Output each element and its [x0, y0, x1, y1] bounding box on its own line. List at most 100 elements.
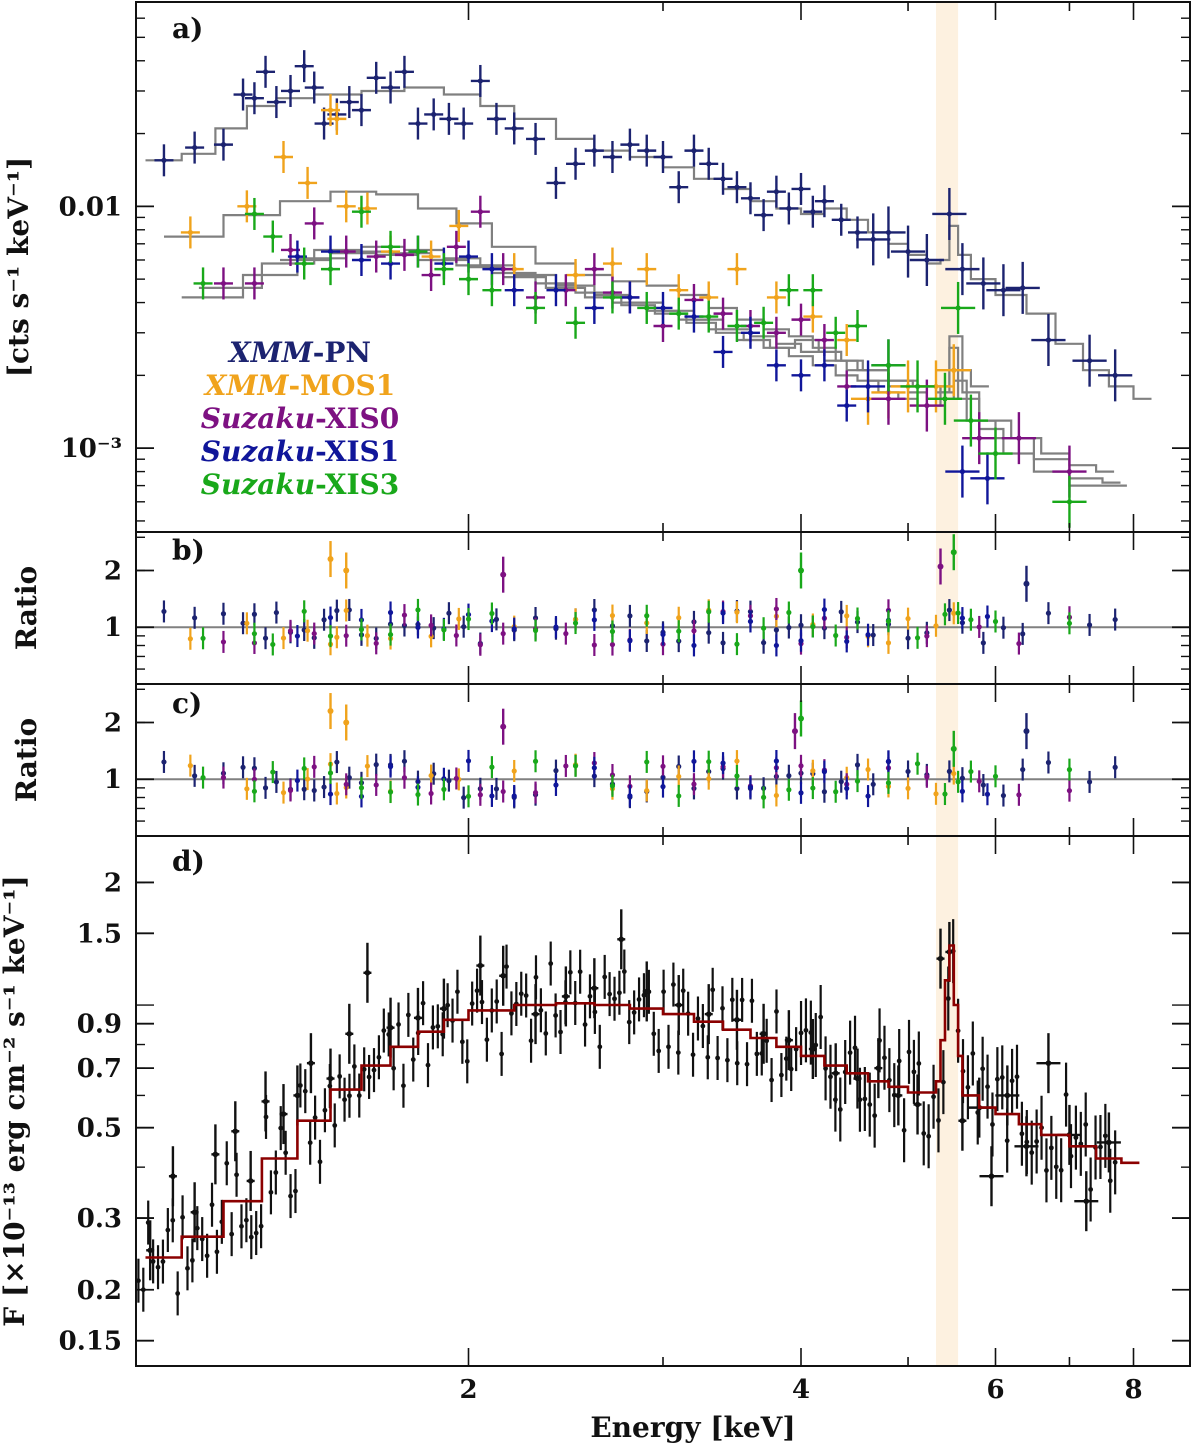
data-point	[465, 253, 472, 260]
data-point	[500, 266, 506, 272]
data-point-suzaku-xis3	[927, 372, 963, 425]
data-point	[786, 205, 792, 212]
data-point	[660, 323, 666, 329]
flux-point	[906, 1049, 912, 1055]
data-point	[833, 330, 839, 336]
ratio-point	[415, 791, 421, 798]
data-point	[273, 99, 279, 105]
flux-sample-point	[1106, 1139, 1112, 1146]
data-point	[373, 75, 379, 81]
ratio-point	[477, 642, 483, 648]
ratio-point	[1020, 631, 1026, 637]
data-point	[660, 154, 666, 160]
ratio-point	[591, 765, 597, 771]
ratio-point	[1000, 792, 1007, 799]
ratio-point	[334, 790, 340, 797]
data-point-suzaku-xis0	[446, 230, 466, 263]
ratio-point	[373, 762, 379, 768]
data-point	[401, 252, 408, 258]
flux-point	[690, 1052, 696, 1058]
data-point	[477, 78, 483, 84]
ratio-point	[373, 640, 379, 646]
data-point-xmm-mos1	[449, 209, 469, 242]
ratio-point	[161, 759, 167, 765]
flux-point	[209, 1202, 215, 1208]
data-point	[810, 313, 816, 320]
data-point-xmm-pn	[584, 134, 604, 167]
data-point	[327, 107, 334, 113]
flux-point	[253, 1230, 259, 1236]
data-point	[572, 320, 579, 326]
flux-point	[602, 974, 608, 980]
data-point-suzaku-xis3	[754, 306, 774, 339]
ratio-point	[951, 610, 957, 616]
data-point-suzaku-xis3	[351, 195, 371, 228]
flux-point	[175, 1291, 181, 1296]
flux-point	[965, 1084, 971, 1090]
data-point-xmm-pn	[470, 64, 490, 97]
data-point-xmm-pn	[727, 171, 747, 204]
flux-point	[189, 1257, 195, 1263]
data-point-xmm-mos1	[766, 281, 786, 314]
y-tick-label: 1	[104, 613, 122, 643]
data-point-suzaku-xis3	[941, 281, 976, 334]
flux-point	[243, 1217, 249, 1223]
data-point-xmm-pn	[699, 147, 719, 180]
data-point-xmm-pn	[566, 147, 586, 180]
data-point	[924, 402, 930, 409]
ratio-point	[240, 620, 246, 626]
data-point-suzaku-xis0	[244, 267, 264, 300]
legend-mission: Suzaku	[201, 402, 315, 435]
flux-sample-point	[786, 1037, 792, 1043]
ratio-point	[706, 776, 712, 782]
ratio-point	[327, 770, 334, 776]
ratio-point	[706, 609, 712, 615]
y-tick-label: 2	[104, 708, 122, 738]
ratio-point	[660, 763, 666, 769]
ratio-outlier-point	[343, 567, 350, 574]
flux-point	[852, 1045, 858, 1051]
flux-point	[553, 1013, 559, 1018]
ratio-point	[446, 610, 452, 616]
flux-point	[675, 1050, 681, 1055]
data-point-xmm-mos1	[298, 166, 318, 199]
data-point-xmm-pn	[945, 243, 980, 296]
ratio-point	[968, 768, 974, 775]
ratio-point	[1000, 625, 1007, 631]
legend-entry: Suzaku-XIS0	[201, 402, 400, 435]
ratio-point	[489, 793, 495, 799]
ratio-point	[810, 623, 816, 630]
flux-sample-point	[212, 1151, 219, 1158]
flux-point	[509, 1010, 514, 1016]
ratio-point	[220, 639, 227, 645]
data-point-xmm-mos1	[837, 324, 857, 357]
ratio-point	[1066, 767, 1073, 773]
data-point	[706, 294, 712, 301]
flux-point	[720, 1005, 725, 1011]
ratio-point	[1086, 779, 1093, 785]
flux-point	[484, 1037, 490, 1043]
data-point-suzaku-xis1	[740, 316, 760, 349]
data-point-suzaku-xis3	[294, 247, 314, 280]
data-point	[311, 220, 317, 227]
data-point-xmm-pn	[669, 171, 689, 204]
ratio-point	[591, 642, 597, 648]
ratio-point	[401, 775, 408, 781]
data-point-suzaku-xis1	[945, 445, 980, 498]
data-point	[387, 260, 394, 267]
flux-point	[474, 988, 480, 994]
ratio-point	[387, 631, 394, 638]
ratio-point	[885, 618, 892, 624]
flux-point	[229, 1231, 235, 1237]
flux-point	[710, 987, 716, 993]
ratio-point	[933, 623, 939, 629]
ratio-point	[980, 782, 986, 788]
data-point	[428, 253, 434, 260]
data-point	[591, 305, 597, 311]
data-point	[951, 367, 957, 373]
data-point-suzaku-xis0	[1001, 412, 1037, 465]
ratio-point	[294, 777, 301, 784]
flux-point	[435, 1023, 441, 1029]
data-point	[905, 248, 911, 255]
flux-sample-point	[937, 955, 944, 962]
